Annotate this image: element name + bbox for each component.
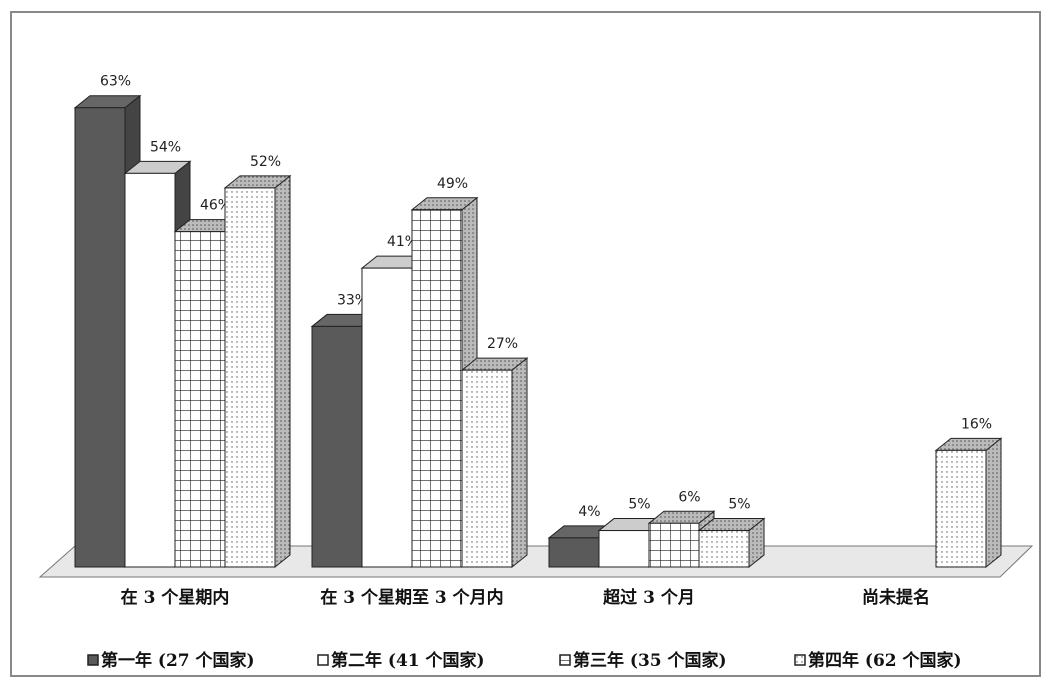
- data-label: 4%: [578, 504, 600, 520]
- bar: [460, 357, 529, 569]
- bar-front: [174, 231, 226, 568]
- bar-front: [461, 369, 513, 568]
- x-tick-label: 在 3 个星期至 3 个月内: [320, 587, 503, 608]
- legend-swatch: [559, 654, 571, 666]
- bar-front: [361, 267, 413, 568]
- data-label: 27%: [487, 336, 518, 352]
- data-label: 16%: [961, 416, 992, 432]
- bar-front: [124, 172, 176, 568]
- data-label: 5%: [728, 497, 750, 513]
- legend-label: 第二年 (41 个国家): [331, 650, 485, 671]
- data-label: 6%: [678, 489, 700, 505]
- x-tick-label: 在 3 个星期内: [121, 587, 230, 608]
- legend-label: 第一年 (27 个国家): [101, 650, 255, 671]
- data-label: 52%: [250, 154, 281, 170]
- legend-swatch: [794, 654, 806, 666]
- data-label: 41%: [387, 234, 418, 250]
- bar-front: [598, 530, 650, 568]
- x-tick-label: 超过 3 个月: [603, 587, 695, 608]
- data-label: 63%: [100, 74, 131, 90]
- bar-front: [548, 537, 600, 568]
- x-tick-label: 尚未提名: [862, 587, 930, 608]
- bar-front: [935, 449, 987, 568]
- data-label: 46%: [200, 198, 231, 214]
- legend-swatch: [317, 654, 329, 666]
- bar-side: [985, 437, 1002, 569]
- bar-front: [411, 209, 463, 568]
- data-label: 33%: [337, 292, 368, 308]
- bar-front: [224, 187, 276, 568]
- data-label: 54%: [150, 139, 181, 155]
- data-label: 5%: [628, 497, 650, 513]
- bar-front: [648, 522, 700, 568]
- bar-front: [74, 107, 126, 568]
- bar-side: [511, 357, 528, 569]
- bar: [697, 517, 766, 569]
- bar-front: [311, 325, 363, 568]
- data-label: 49%: [437, 176, 468, 192]
- bar: [223, 174, 292, 569]
- legend-label: 第三年 (35 个国家): [573, 650, 727, 671]
- bar: [934, 437, 1003, 569]
- legend-swatch: [87, 654, 99, 666]
- legend-label: 第四年 (62 个国家): [808, 650, 962, 671]
- bar-front: [698, 530, 750, 568]
- bar-side: [274, 174, 291, 569]
